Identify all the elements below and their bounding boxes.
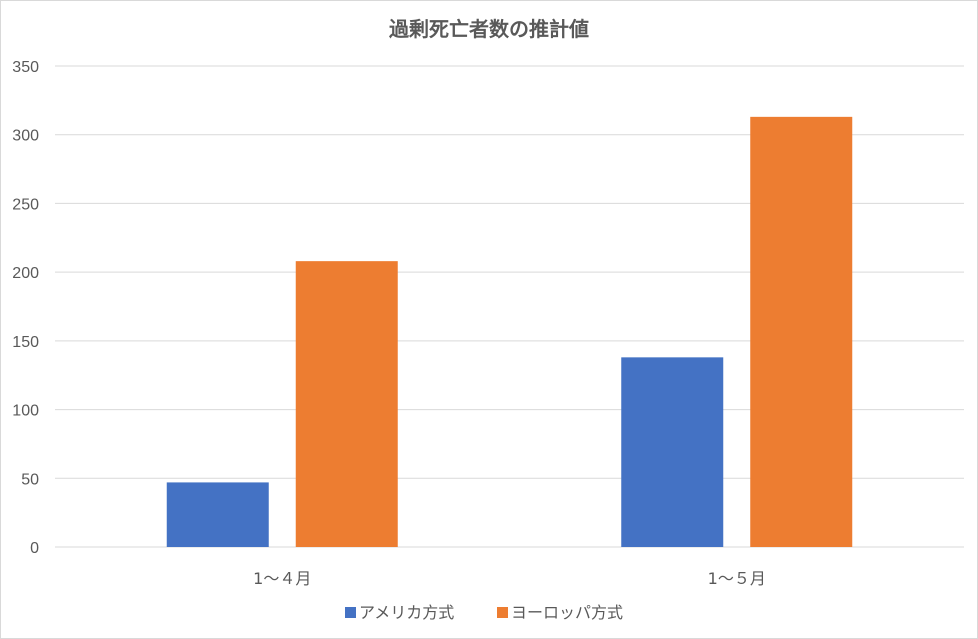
- y-tick-label: 0: [30, 540, 39, 557]
- bar-america: [621, 357, 724, 547]
- y-tick-label: 250: [12, 196, 39, 213]
- x-tick-label: 1～５月: [708, 569, 766, 588]
- bar-america: [166, 482, 269, 547]
- x-axis-ticks: 1～４月 1～５月: [253, 569, 766, 588]
- y-tick-label: 50: [21, 471, 39, 488]
- legend-swatch: [497, 607, 508, 618]
- y-tick-label: 200: [12, 265, 39, 282]
- legend-label: アメリカ方式: [359, 603, 454, 622]
- bars: [166, 116, 853, 547]
- legend-swatch: [345, 607, 356, 618]
- y-tick-label: 300: [12, 128, 39, 145]
- chart-title: 過剰死亡者数の推計値: [389, 17, 589, 41]
- y-tick-label: 150: [12, 334, 39, 351]
- y-tick-label: 100: [12, 403, 39, 420]
- y-tick-label: 350: [12, 59, 39, 76]
- bar-europe: [295, 261, 398, 547]
- legend: アメリカ方式 ヨーロッパ方式: [345, 603, 623, 622]
- bar-europe: [750, 116, 853, 547]
- gridlines: [55, 65, 964, 548]
- legend-label: ヨーロッパ方式: [511, 603, 623, 622]
- x-tick-label: 1～４月: [253, 569, 311, 588]
- y-axis-ticks: 0 50 100 150 200 250 300 350: [12, 59, 39, 557]
